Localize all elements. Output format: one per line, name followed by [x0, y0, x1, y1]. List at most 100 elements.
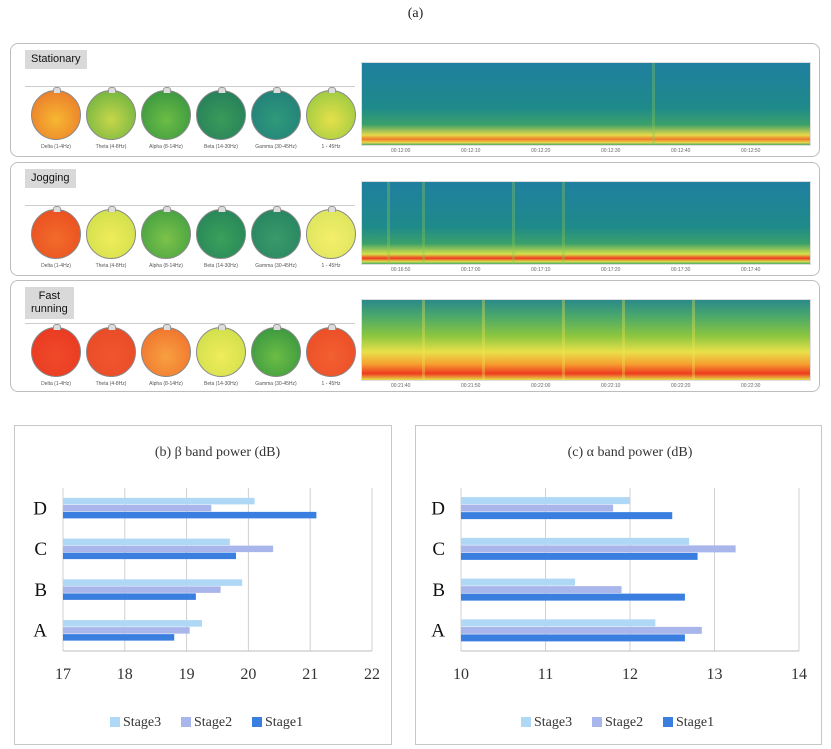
topomap-label: Theta (4-8Hz): [95, 263, 127, 269]
x-tick-label: 18: [117, 666, 133, 683]
spectrogram: [361, 62, 811, 146]
x-tick-label: 17: [55, 666, 71, 683]
spectrogram-time-label: 00:17:20: [601, 267, 621, 273]
chart-title: (b) β band power (dB): [155, 445, 281, 460]
spectrogram-streak: [512, 182, 515, 264]
legend-label: Stage2: [194, 715, 232, 730]
spectrogram-streak: [422, 300, 425, 380]
category-label: C: [432, 539, 445, 560]
eeg-panel-title: Fast running: [25, 287, 74, 319]
spectrogram-time-label: 00:22:00: [531, 383, 551, 389]
bar-stage1-c: [63, 552, 237, 560]
category-label: A: [33, 621, 47, 642]
legend-swatch: [252, 717, 262, 727]
spectrogram: [361, 181, 811, 265]
bar-stage2-b: [63, 586, 221, 593]
topomap-label: Beta (14-30Hz): [204, 144, 238, 150]
category-label: C: [34, 539, 47, 560]
bar-stage3-a: [461, 619, 656, 627]
topomap: [196, 324, 246, 377]
x-tick-label: 21: [302, 666, 318, 683]
topomap: [306, 206, 356, 259]
bar-stage2-c: [461, 545, 736, 553]
legend-swatch: [521, 717, 531, 727]
topomap: [306, 87, 356, 140]
topomap-label: 1 - 45Hz: [321, 263, 341, 269]
topomap-label: Delta (1-4Hz): [41, 381, 71, 387]
topomap: [31, 206, 81, 259]
topomap-label: Theta (4-8Hz): [95, 381, 127, 387]
chart-title: (c) α band power (dB): [568, 445, 693, 460]
topomap-label: Theta (4-8Hz): [95, 144, 127, 150]
topomap-label: Delta (1-4Hz): [41, 263, 71, 269]
category-label: D: [33, 498, 47, 519]
topomap: [31, 87, 81, 140]
bar-stage3-b: [461, 578, 576, 586]
topomap: [86, 324, 136, 377]
topomap: [86, 87, 136, 140]
eeg-panel-title: Stationary: [25, 50, 87, 69]
spectrogram-time-label: 00:12:00: [391, 148, 411, 154]
eeg-panel-title: Jogging: [25, 169, 76, 188]
figure-label-a: (a): [407, 6, 424, 21]
category-label: B: [34, 580, 47, 601]
spectrogram-time-label: 00:12:40: [671, 148, 691, 154]
bar-stage3-d: [63, 497, 255, 505]
bar-stage2-d: [63, 504, 212, 512]
bar-stage3-a: [63, 620, 203, 627]
bar-stage3-d: [461, 497, 630, 505]
spectrogram-streak: [562, 182, 565, 264]
topomap-label: Delta (1-4Hz): [41, 144, 71, 150]
spectrogram: [361, 299, 811, 381]
x-tick-label: 20: [240, 666, 256, 683]
bar-stage2-a: [461, 626, 702, 634]
bar-stage2-c: [63, 545, 274, 553]
spectrogram-streak: [562, 300, 565, 380]
spectrogram-time-label: 00:16:50: [391, 267, 411, 273]
topomap-label: Beta (14-30Hz): [204, 263, 238, 269]
bar-stage3-c: [461, 537, 690, 545]
spectrogram-streak: [652, 63, 655, 145]
eeg-panel-2: Fast running Delta (1-4Hz) Theta (4-8Hz) Al…: [10, 280, 820, 392]
x-tick-label: 14: [791, 666, 807, 683]
topomap-label: Alpha (8-14Hz): [149, 263, 183, 269]
topomap: [141, 87, 191, 140]
spectrogram-streak: [622, 300, 625, 380]
topomap-label: Beta (14-30Hz): [204, 381, 238, 387]
bar-stage3-c: [63, 538, 230, 546]
legend-swatch: [663, 717, 673, 727]
topomap: [251, 87, 301, 140]
category-label: A: [431, 621, 445, 642]
topomap-label: 1 - 45Hz: [321, 144, 341, 150]
bar-stage1-d: [461, 512, 673, 520]
spectrogram-time-label: 00:12:10: [461, 148, 481, 154]
spectrogram-time-label: 00:22:20: [671, 383, 691, 389]
topomap-label: Alpha (8-14Hz): [149, 381, 183, 387]
spectrogram-time-label: 00:17:30: [671, 267, 691, 273]
topomap: [251, 206, 301, 259]
bar-stage1-b: [63, 593, 196, 600]
x-tick-label: 11: [538, 666, 553, 683]
topomap: [141, 324, 191, 377]
legend-label: Stage3: [534, 715, 572, 730]
x-tick-label: 12: [622, 666, 638, 683]
spectrogram-time-label: 00:17:40: [741, 267, 761, 273]
eeg-panel-0: Stationary Delta (1-4Hz) Theta (4-8Hz) Alph…: [10, 43, 820, 157]
bar-stage1-a: [461, 634, 685, 642]
topomap: [251, 324, 301, 377]
x-tick-label: 10: [453, 666, 469, 683]
topomap: [86, 206, 136, 259]
spectrogram-time-label: 00:12:20: [531, 148, 551, 154]
spectrogram-time-label: 00:12:30: [601, 148, 621, 154]
legend-swatch: [110, 717, 120, 727]
spectrogram-time-label: 00:17:10: [531, 267, 551, 273]
legend-swatch: [592, 717, 602, 727]
bar-stage2-d: [461, 504, 614, 512]
bar-stage3-b: [63, 579, 243, 586]
topomap-label: Gamma (30-45Hz): [255, 263, 297, 269]
legend-label: Stage1: [676, 715, 714, 730]
topomap-label: Alpha (8-14Hz): [149, 144, 183, 150]
x-tick-label: 19: [179, 666, 195, 683]
x-tick-label: 13: [707, 666, 723, 683]
